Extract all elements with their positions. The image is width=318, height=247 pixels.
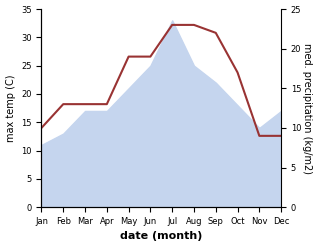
Y-axis label: max temp (C): max temp (C) — [5, 74, 16, 142]
X-axis label: date (month): date (month) — [120, 231, 203, 242]
Y-axis label: med. precipitation (kg/m2): med. precipitation (kg/m2) — [302, 43, 313, 174]
